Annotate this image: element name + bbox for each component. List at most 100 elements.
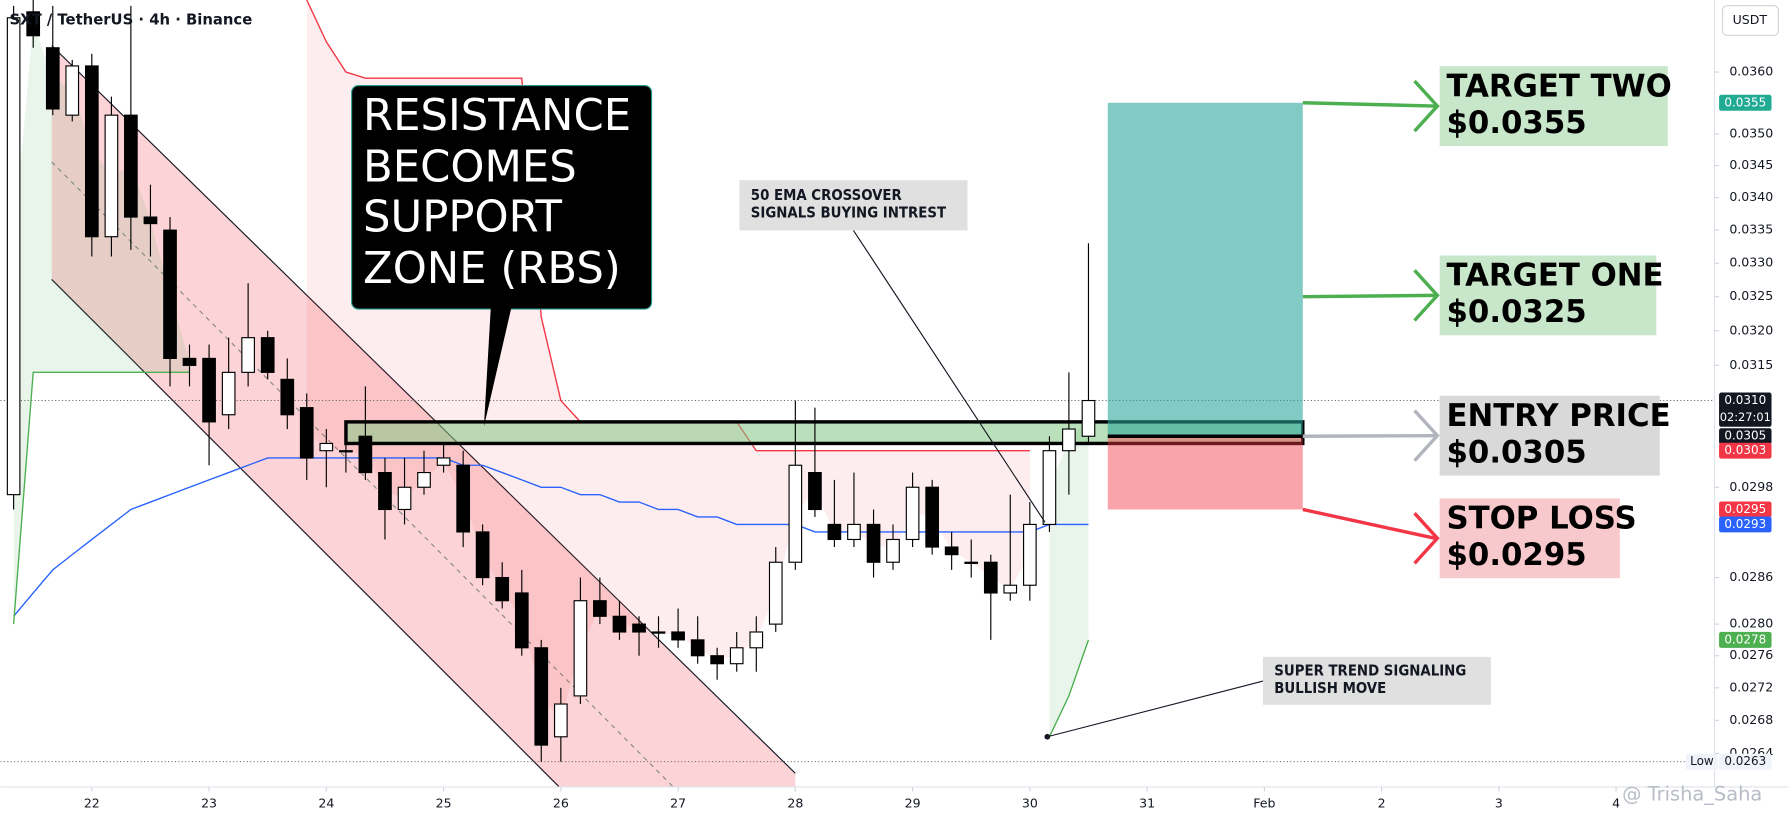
y-tick-label: 0.0280 [1729, 616, 1773, 631]
candle-body [143, 216, 158, 225]
candle-body [221, 371, 236, 416]
price-badge-label: 0.0303 [1724, 443, 1766, 457]
target-title: STOP LOSS [1446, 501, 1636, 537]
candle-body [905, 486, 920, 541]
price-badge [1719, 516, 1772, 533]
callout-text: SUPPORT [363, 193, 563, 243]
trend-fill [1049, 418, 1089, 737]
candle-body [632, 623, 646, 633]
price-badge [1719, 94, 1772, 111]
y-tick-label: 0.0330 [1729, 255, 1773, 270]
price-badge-label: 0.0310 [1724, 393, 1766, 407]
watermark: @ Trisha_Saha [1622, 782, 1762, 805]
candle-body [983, 561, 998, 594]
y-tick-label: 0.0286 [1729, 569, 1773, 584]
target-arrow [1302, 293, 1436, 299]
target-arrowhead [1413, 79, 1440, 133]
x-tick-label: 27 [670, 796, 686, 811]
candle-body [241, 337, 255, 373]
callout-dot [1044, 733, 1051, 740]
candle-body [104, 114, 119, 238]
callout-text: 50 EMA CROSSOVER [751, 187, 902, 204]
y-tick-label: 0.0276 [1729, 647, 1773, 662]
price-badge-countdown: 02:27:01 [1720, 410, 1771, 424]
price-badge [1719, 428, 1772, 445]
callout-text: BULLISH MOVE [1274, 680, 1386, 697]
y-tick-label: 0.0272 [1729, 679, 1773, 694]
price-badge [1719, 501, 1772, 518]
price-badge-label: 0.0293 [1724, 517, 1766, 531]
candle-body [827, 523, 842, 541]
target-arrowhead [1413, 269, 1440, 322]
price-badge-label: 0.0278 [1724, 632, 1766, 646]
candle-body [553, 703, 568, 738]
candle-body [339, 450, 353, 453]
candle-body [124, 114, 138, 218]
target-title: TARGET ONE [1446, 258, 1663, 294]
y-tick-label: 0.0268 [1729, 712, 1773, 727]
candle-body [612, 615, 627, 633]
y-tick-label: 0.0360 [1729, 64, 1773, 79]
x-tick-label: 23 [201, 796, 217, 811]
candle-body [299, 407, 314, 459]
price-badge-prefix: Low [1690, 754, 1714, 768]
candle-body [456, 464, 471, 533]
candle-body [729, 647, 744, 665]
x-tick-label: Feb [1253, 796, 1275, 811]
candle-body [1042, 450, 1057, 525]
candle-body [1023, 523, 1037, 586]
candle-body [573, 600, 588, 697]
target-price: $0.0305 [1446, 434, 1586, 470]
price-badge [1719, 753, 1772, 770]
candle-body [397, 486, 412, 511]
y-tick-label: 0.0320 [1729, 322, 1773, 337]
candle-body [944, 546, 959, 556]
price-badge [1719, 392, 1772, 427]
y-tick-label: 0.0298 [1729, 479, 1773, 494]
x-tick-label: 31 [1139, 796, 1155, 811]
currency: USDT [1733, 12, 1768, 27]
candle-body [45, 47, 60, 110]
candle-body [866, 523, 881, 563]
target-box [1439, 255, 1657, 336]
target-arrow [1302, 101, 1436, 108]
candle-body [84, 65, 99, 238]
candle-body [847, 523, 861, 541]
candle-body [690, 639, 705, 657]
candle-body [202, 357, 216, 423]
candle-body [495, 576, 510, 602]
line [1048, 639, 1090, 738]
candle-body [808, 471, 822, 511]
x-tick-label: 22 [84, 796, 100, 811]
target-title: TARGET TWO [1446, 68, 1671, 104]
candle-body [651, 631, 666, 634]
candle-body [768, 561, 783, 625]
price-badge-label: 0.0355 [1724, 95, 1766, 109]
callout-box [1262, 656, 1491, 705]
target-price: $0.0325 [1446, 294, 1586, 330]
target-arrowhead [1413, 409, 1440, 462]
price-badge [1719, 442, 1772, 459]
x-tick-label: 30 [1022, 796, 1038, 811]
channel-mid [51, 161, 674, 788]
y-tick-label: 0.0345 [1729, 157, 1773, 172]
target-price: $0.0295 [1446, 537, 1586, 573]
target-box [1439, 498, 1620, 579]
y-tick-label: 0.0325 [1729, 288, 1773, 303]
marks-layer [6, 0, 1305, 762]
target-arrow [1302, 507, 1436, 540]
x-tick-label: 29 [905, 796, 921, 811]
callout-pointer [483, 307, 512, 427]
target-box [1439, 66, 1668, 146]
candle-body [1062, 428, 1076, 452]
candle-body [163, 229, 177, 359]
currency-box [1721, 5, 1779, 36]
candle-body [6, 17, 21, 496]
candle-body [671, 631, 685, 641]
channel-fill [51, 45, 796, 787]
candle-body [319, 442, 334, 452]
callout-box [739, 180, 968, 231]
candle-body [182, 357, 197, 366]
callout-leader [1047, 680, 1265, 738]
target-arrow [1302, 433, 1436, 438]
